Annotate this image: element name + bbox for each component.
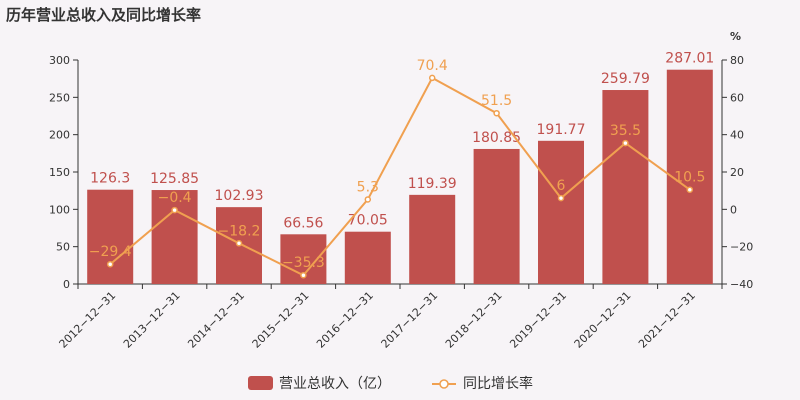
y-right-tick-label: 80: [730, 54, 744, 67]
bar: [151, 190, 198, 284]
y-right-tick-label: 20: [730, 166, 744, 179]
x-tick-label: 2013−12−31: [121, 289, 183, 351]
bar-value-label: 180.85: [472, 130, 521, 146]
y-left-tick-label: 200: [49, 129, 70, 142]
bar: [344, 231, 391, 284]
bar-value-label: 102.93: [215, 188, 264, 204]
line-point: [493, 109, 500, 117]
line-point: [364, 196, 372, 203]
line-point: [428, 74, 436, 82]
line-labels: −29.4 −0.4 −18.2 −35.3 5.3 70.4 51.5 6 35.5 10.5: [89, 58, 706, 271]
line-value-label: 51.5: [481, 93, 512, 109]
y-right-tick-label: 60: [730, 91, 744, 104]
bar: [602, 90, 649, 284]
x-tick-label: 2019−12−31: [507, 289, 569, 351]
x-tick-label: 2018−12−31: [443, 289, 505, 351]
bar-labels: 126.3 125.85 102.93 66.56 70.05 119.39 180.85 1…: [90, 51, 714, 232]
x-tick-label: 2014−12−31: [185, 289, 247, 351]
y-left-tick-label: 250: [49, 91, 70, 104]
line-series: [106, 74, 694, 279]
line-point: [106, 260, 114, 268]
bar: [666, 69, 713, 284]
x-tick-label: 2015−12−31: [250, 289, 312, 351]
line-value-label: 70.4: [417, 58, 448, 74]
line-point: [622, 139, 629, 147]
y-left-tick-label: 0: [63, 278, 70, 291]
legend-bar-swatch: [248, 376, 273, 390]
y-right-tick-label: 40: [730, 129, 744, 142]
bar: [87, 189, 134, 284]
legend-bar-label: 营业总收入（亿）: [279, 376, 391, 392]
bar: [473, 148, 520, 284]
bar-value-label: 259.79: [601, 71, 650, 87]
bar-value-label: 191.77: [537, 122, 586, 138]
x-tick-label: 2016−12−31: [314, 289, 376, 351]
bar-value-label: 287.01: [665, 51, 714, 67]
x-tick-label: 2020−12−31: [572, 289, 634, 351]
line-value-label: −18.2: [218, 223, 261, 239]
line-point: [171, 206, 178, 214]
bar-value-label: 66.56: [283, 215, 323, 231]
bar: [409, 194, 456, 284]
line-value-label: −0.4: [158, 190, 192, 206]
x-tick-label: 2012−12−31: [57, 289, 119, 351]
line-value-label: 10.5: [674, 170, 705, 186]
y-left-tick-label: 100: [49, 203, 70, 216]
chart-legend[interactable]: 营业总收入（亿） 同比增长率: [248, 375, 533, 392]
line-value-label: −29.4: [89, 244, 132, 260]
y-right-tick-label: 0: [730, 203, 737, 216]
y-left-tick-label: 50: [56, 241, 70, 254]
line-value-label: 35.5: [610, 123, 641, 139]
legend-line-label: 同比增长率: [463, 375, 533, 392]
bar-value-label: 70.05: [348, 213, 388, 229]
y-left-tick-label: 150: [49, 166, 70, 179]
line-point: [300, 271, 307, 279]
y-left-tick-label: 300: [49, 54, 70, 67]
line-point: [557, 194, 565, 202]
line-point: [686, 186, 694, 193]
line-value-label: −35.3: [282, 255, 325, 271]
bar-series: [87, 69, 713, 284]
bar: [538, 140, 584, 284]
y-right-tick-label: −40: [730, 278, 753, 291]
bar-value-label: 126.3: [90, 171, 130, 187]
bar-value-label: 125.85: [150, 171, 199, 187]
legend-line-marker: [439, 379, 449, 389]
bar-value-label: 119.39: [408, 176, 457, 192]
chart-title: 历年营业总收入及同比增长率: [6, 6, 202, 24]
line-value-label: 6: [557, 178, 566, 194]
x-tick-label: 2017−12−31: [379, 289, 441, 351]
line-point: [235, 240, 243, 247]
x-tick-label: 2021−12−31: [636, 289, 698, 351]
y-right-tick-label: −20: [730, 241, 753, 254]
growth-rate-line: [109, 76, 691, 277]
y-right-unit-label: %: [730, 30, 741, 43]
line-value-label: 5.3: [357, 179, 379, 195]
